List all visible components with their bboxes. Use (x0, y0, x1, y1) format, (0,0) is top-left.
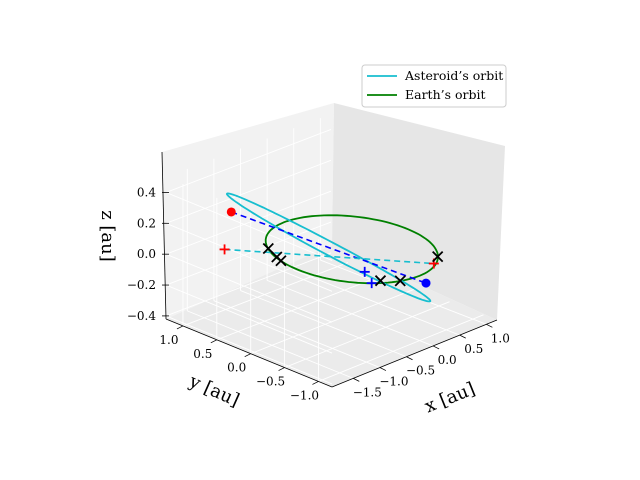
axes-lines (161, 151, 498, 388)
y-tick-1 (210, 339, 217, 344)
x-2-marker (432, 250, 444, 263)
cross-b (394, 275, 406, 287)
cross-b (271, 251, 283, 263)
cross-b (432, 250, 444, 263)
x-axis-line (331, 319, 498, 388)
tick-marks (162, 192, 493, 385)
grid-z-left-0 (165, 315, 333, 385)
tick-labels: 0.40.20.0−0.2−0.41.00.50.0−0.5−1.0 −1.5−1… (127, 185, 510, 402)
z-axis-line (161, 151, 167, 320)
x-tick-1 (379, 367, 387, 371)
node-1-marker (219, 244, 230, 255)
y-tick-label: −0.5 (256, 375, 285, 389)
x-3-marker (394, 275, 406, 287)
x-6-marker (271, 251, 283, 263)
grid-y-floor-3 (284, 301, 450, 368)
x-axis-label: x [au] (422, 378, 478, 417)
apsidal-line (231, 211, 427, 284)
z-tick-label: −0.2 (127, 278, 156, 292)
floor-pane (166, 245, 497, 387)
y-tick-0 (176, 325, 184, 330)
grid-y-floor-4 (318, 314, 484, 382)
grid-y-floor-2 (250, 288, 416, 355)
grid-y-floor-1 (216, 275, 382, 341)
back-right-pane (332, 103, 505, 320)
z-tick-label: 0.2 (137, 216, 156, 230)
z-tick-label: 0.0 (137, 247, 156, 261)
y-tick-2 (244, 353, 251, 358)
y-axis-label: y [au] (185, 370, 242, 411)
axes-panes (162, 103, 505, 387)
x-tick-3 (432, 345, 440, 350)
y-tick-3 (278, 367, 285, 371)
x-tick-label: −1.5 (353, 385, 382, 399)
grid-z-right-4 (165, 129, 332, 193)
y-tick-4 (312, 381, 319, 385)
asteroid-orbit-line (225, 192, 432, 303)
cross-b (374, 275, 387, 287)
nodal-line (224, 248, 434, 265)
x-tick-label: 0.5 (464, 342, 483, 356)
y-tick-label: 0.0 (227, 361, 246, 375)
x-tick-label: 1.0 (491, 331, 510, 345)
earth-orbit-line (264, 214, 439, 285)
earth-1-marker (366, 278, 377, 289)
grid-z-left-2 (165, 253, 333, 323)
x-1-marker (262, 242, 274, 255)
grid-z-right-1 (165, 221, 332, 286)
grid-x-floor-4 (293, 269, 460, 336)
grid-x-floor-0 (187, 310, 354, 379)
y-tick-label: 1.0 (159, 333, 178, 347)
legend: Asteroid’s orbit Earth’s orbit (361, 64, 507, 108)
grid-z-left-4 (165, 192, 333, 261)
legend-frame (361, 64, 507, 108)
grid-x-floor-3 (266, 279, 434, 347)
z-tick-label: −0.4 (127, 309, 157, 323)
earth-2-marker (359, 266, 370, 277)
x-tick-4 (459, 334, 466, 339)
grid-z-left-1 (165, 284, 333, 354)
gridlines (165, 118, 487, 385)
y-tick-label: 0.5 (193, 347, 212, 361)
grid-z-left-3 (165, 222, 333, 292)
x-tick-label: −0.5 (406, 364, 435, 378)
grid-x-floor-1 (213, 300, 381, 368)
x-tick-2 (406, 356, 413, 361)
grid-z-right-0 (165, 252, 332, 317)
x-tick-0 (353, 377, 360, 382)
aphelion-marker (226, 207, 236, 217)
legend-label-earth: Earth’s orbit (405, 87, 486, 102)
grid-x-floor-2 (240, 290, 407, 358)
perihelion-marker (421, 278, 431, 288)
grid-z-right-2 (165, 190, 332, 255)
y-tick-label: −1.0 (290, 388, 319, 402)
back-left-pane (162, 103, 334, 319)
x-tick-label: −1.0 (379, 375, 408, 389)
plot-area (219, 192, 444, 303)
z-axis-label: z [au] (97, 210, 118, 262)
x-4-marker (374, 275, 387, 287)
legend-label-asteroid: Asteroid’s orbit (404, 68, 503, 83)
grid-z-right-3 (165, 159, 332, 224)
y-axis-line (165, 318, 333, 388)
x-tick-5 (486, 323, 493, 328)
x-tick-label: 0.0 (438, 353, 457, 367)
grid-y-floor-0 (182, 262, 349, 327)
z-tick-label: 0.4 (137, 185, 156, 199)
cross-b (262, 242, 274, 255)
